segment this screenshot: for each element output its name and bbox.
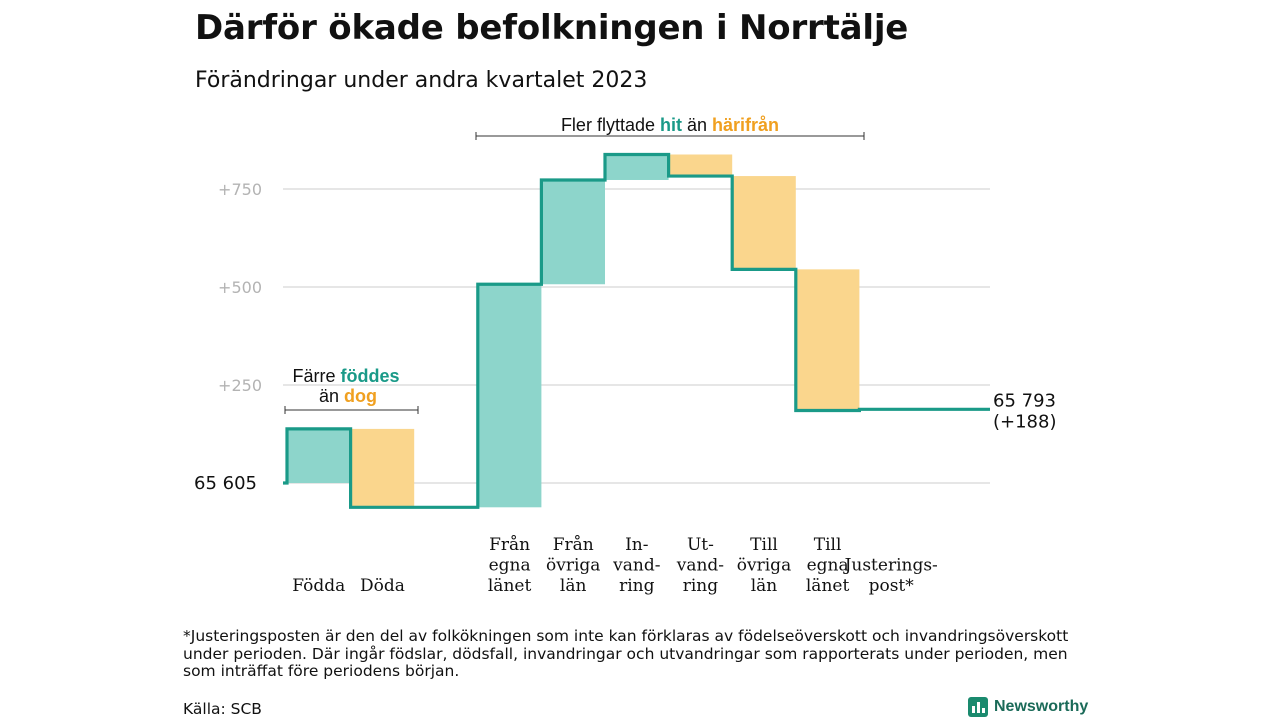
births-annotation-line1: Färre föddes [292,366,399,386]
category-label: ring [683,576,719,596]
end-value-label: 65 793 [993,390,1056,411]
outflow-bar [732,176,796,270]
bar-layer [287,154,860,508]
category-label: Till [750,535,778,555]
inflow-bar [605,154,669,180]
category-label: länet [806,576,850,596]
brand-name: Newsworthy [994,698,1089,715]
category-label: länet [488,576,532,596]
outflow-bar [795,269,860,411]
category-label: övriga [737,556,791,576]
category-label: län [560,576,587,596]
outflow-bar [350,428,415,508]
chart-title: Därför ökade befolkningen i Norrtälje [195,8,909,48]
category-label: Döda [360,576,405,596]
start-value-label: 65 605 [194,473,257,494]
end-change-label: (+188) [993,411,1056,432]
category-label: Från [489,535,530,555]
category-label: Från [553,535,594,555]
y-tick-label: +250 [218,376,262,395]
category-label: Till [814,535,842,555]
category-label: Ut- [687,535,714,555]
category-label: ring [619,576,655,596]
category-label: vand- [676,556,724,576]
category-label: Födda [292,576,345,596]
y-tick-label: +500 [218,278,262,297]
inflow-bar [287,428,351,483]
brand-logo[interactable]: Newsworthy [968,697,1088,717]
line-layer [283,152,990,509]
y-tick-label: +750 [218,180,262,199]
category-label: egna [807,556,849,576]
category-label: egna [489,556,531,576]
outflow-bar [668,154,733,177]
inflow-bar [477,284,542,508]
category-label: Justerings- [843,556,938,576]
chart-subtitle: Förändringar under andra kvartalet 2023 [195,68,648,93]
bar-chart-icon [968,697,988,717]
category-label: vand- [612,556,660,576]
migration-annotation: Fler flyttade hit än härifrån [561,115,779,135]
category-label: län [751,576,778,596]
category-label: In- [625,535,648,555]
annotation-layer: Fler flyttade hit än härifrån Färre födde… [284,115,865,414]
category-label: övriga [546,556,600,576]
births-annotation-line2: än dog [319,386,377,406]
footnote: *Justeringsposten är den del av folkökni… [183,627,1069,680]
inflow-bar [541,179,605,285]
source-label: Källa: SCB [183,700,262,718]
category-label: post* [869,576,915,596]
cumulative-step-line [283,152,990,509]
